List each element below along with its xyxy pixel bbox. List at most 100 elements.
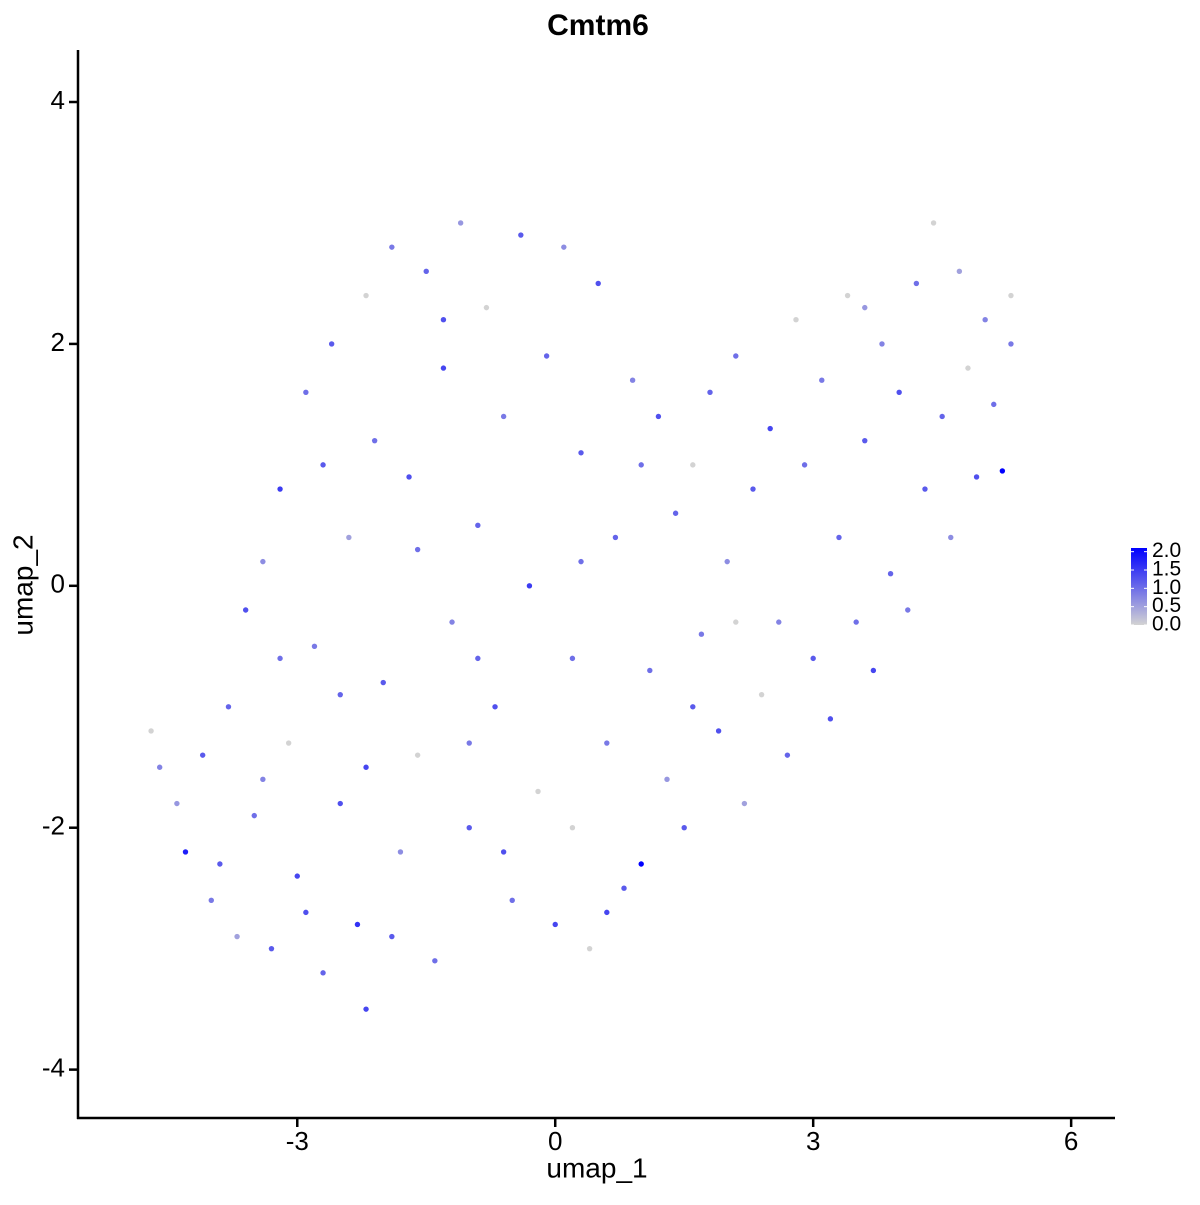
- point: [844, 292, 851, 299]
- point: [776, 619, 782, 625]
- point: [363, 1006, 369, 1012]
- point: [879, 341, 885, 347]
- point: [664, 776, 670, 783]
- point: [268, 945, 275, 952]
- point: [569, 655, 576, 662]
- point: [672, 510, 679, 516]
- point: [535, 788, 541, 795]
- point: [552, 921, 558, 928]
- y-tick-label: 4: [51, 85, 65, 115]
- point: [208, 897, 214, 903]
- x-tick-label: -3: [286, 1126, 309, 1156]
- point: [965, 365, 971, 371]
- point: [303, 389, 309, 395]
- point: [862, 437, 868, 444]
- point: [638, 861, 644, 867]
- point: [174, 800, 180, 807]
- point: [260, 558, 266, 565]
- point: [363, 292, 369, 299]
- point: [440, 317, 447, 323]
- point: [896, 389, 902, 395]
- y-axis-label: umap_2: [7, 534, 38, 635]
- point: [655, 413, 662, 420]
- point: [440, 365, 447, 371]
- color-tick-label: 0.5: [1152, 594, 1181, 617]
- point: [638, 462, 644, 468]
- point: [793, 317, 799, 323]
- point: [939, 413, 945, 420]
- point: [285, 740, 292, 746]
- point: [956, 268, 963, 275]
- point: [733, 353, 739, 359]
- point: [612, 534, 619, 541]
- point: [758, 691, 765, 698]
- point: [346, 534, 352, 541]
- chart-title: Cmtm6: [547, 9, 649, 42]
- point: [784, 752, 791, 758]
- point: [466, 740, 472, 746]
- point: [320, 462, 326, 468]
- point: [526, 583, 533, 589]
- color-tick-label: 1.0: [1152, 576, 1181, 599]
- point: [1008, 292, 1014, 299]
- point: [225, 704, 232, 710]
- point: [414, 752, 421, 758]
- point: [569, 825, 576, 831]
- point: [930, 220, 937, 226]
- point: [836, 534, 842, 541]
- point: [681, 825, 687, 831]
- point: [647, 667, 653, 674]
- point: [973, 474, 980, 480]
- point: [810, 655, 816, 662]
- point: [1008, 341, 1014, 347]
- y-tick-label: -4: [42, 1052, 65, 1082]
- point: [690, 462, 696, 468]
- point: [733, 619, 739, 625]
- point: [414, 546, 421, 553]
- point: [242, 607, 249, 613]
- y-tick-label: 0: [51, 569, 65, 599]
- x-tick-label: 3: [806, 1126, 820, 1156]
- point: [277, 655, 283, 662]
- point: [853, 619, 859, 625]
- point: [389, 933, 395, 940]
- point: [595, 280, 601, 287]
- point: [500, 849, 507, 855]
- point: [999, 468, 1006, 474]
- point: [707, 389, 713, 395]
- point: [449, 619, 455, 625]
- point: [466, 825, 472, 831]
- point: [982, 317, 988, 323]
- point: [724, 558, 730, 565]
- point: [690, 704, 696, 710]
- point: [397, 849, 404, 855]
- point: [492, 704, 498, 710]
- point: [311, 643, 318, 649]
- x-axis-label: umap_1: [546, 1152, 647, 1183]
- point: [294, 873, 300, 879]
- point: [303, 909, 309, 916]
- point: [604, 909, 610, 916]
- point: [156, 764, 163, 770]
- point: [389, 244, 395, 250]
- color-tick-label: 1.5: [1152, 558, 1181, 581]
- point: [148, 728, 154, 734]
- point: [380, 679, 386, 686]
- point: [337, 691, 343, 698]
- point: [578, 558, 584, 565]
- point: [561, 244, 567, 250]
- point: [621, 885, 627, 891]
- point: [328, 341, 335, 347]
- point: [234, 933, 240, 940]
- point: [801, 462, 808, 468]
- point: [509, 897, 515, 903]
- point: [741, 800, 748, 807]
- point: [578, 450, 584, 456]
- point: [363, 764, 369, 770]
- point: [423, 268, 429, 275]
- point: [457, 220, 464, 226]
- y-tick-label: -2: [42, 811, 65, 841]
- y-tick-label: 2: [51, 327, 65, 357]
- point: [475, 522, 481, 529]
